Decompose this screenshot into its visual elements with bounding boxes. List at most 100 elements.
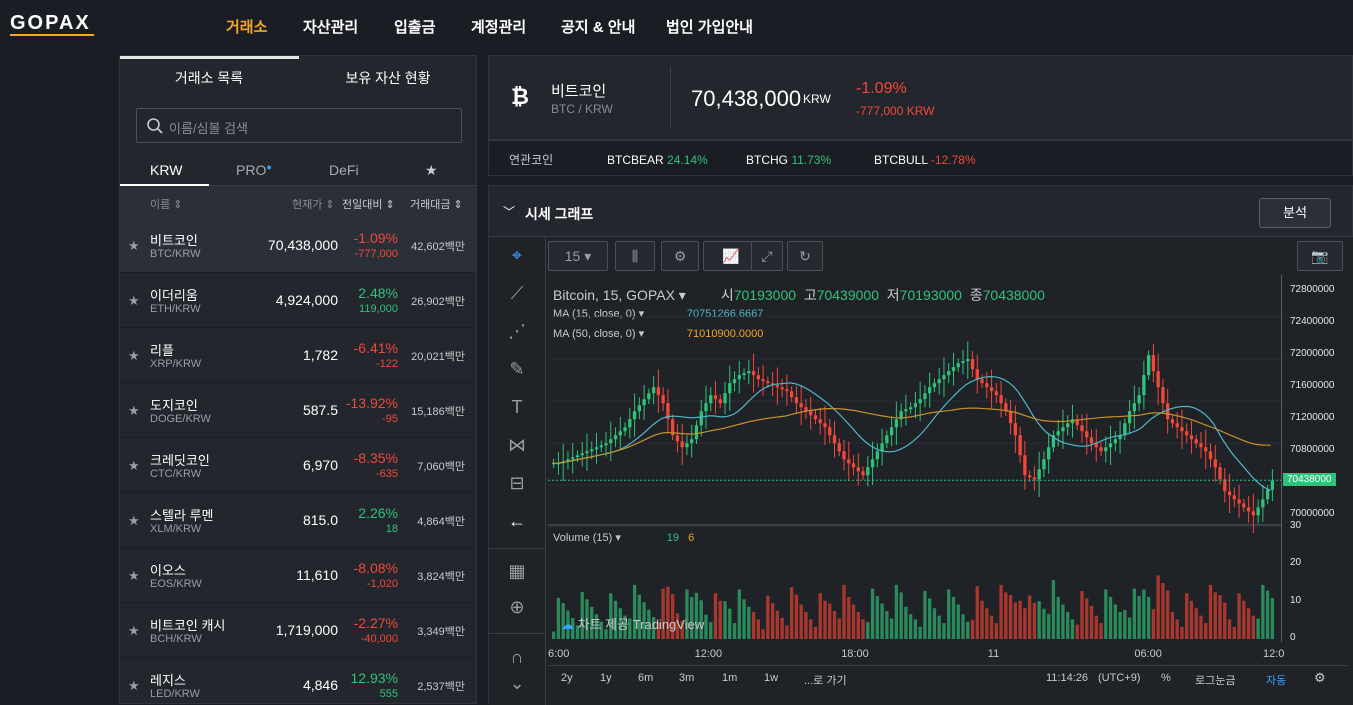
market-row[interactable]: ★ 도지코인 DOGE/KRW 587.5 -13.92% -95 15,186백만	[120, 383, 476, 438]
trendline-icon[interactable]: ⟋	[510, 283, 524, 303]
related-btcbear[interactable]: BTCBEAR 24.14%	[607, 153, 708, 167]
nav-notice[interactable]: 공지 & 안내	[561, 19, 636, 36]
candle	[632, 411, 637, 420]
star-icon[interactable]: ★	[128, 403, 140, 418]
camera-icon[interactable]: 📷	[1297, 241, 1343, 271]
candle	[642, 399, 646, 406]
star-icon[interactable]: ★	[128, 458, 140, 473]
range-6m[interactable]: 6m	[638, 672, 654, 684]
symbol-legend[interactable]: Bitcoin, 15, GOPAX	[553, 287, 675, 303]
candle	[623, 427, 627, 432]
volume-bar	[1085, 598, 1089, 639]
price-tick: 72000000	[1290, 348, 1335, 360]
ma50-legend[interactable]: MA (50, close, 0) ▾ 71010900.0000	[553, 328, 764, 340]
volume-legend[interactable]: Volume (15) ▾ 19 6	[553, 532, 695, 544]
range-2y[interactable]: 2y	[561, 672, 573, 684]
text-icon[interactable]: T	[511, 397, 523, 417]
volume-bar	[970, 619, 975, 639]
star-icon[interactable]: ★	[128, 348, 140, 363]
tab-market-list[interactable]: 거래소 목록	[174, 70, 244, 86]
subtab-krw[interactable]: KRW	[150, 162, 183, 178]
gear-icon[interactable]: ⚙	[1314, 670, 1326, 685]
nav-deposit-withdraw[interactable]: 입출금	[394, 19, 436, 36]
nav-exchange[interactable]: 거래소	[226, 19, 268, 36]
star-icon[interactable]: ★	[128, 238, 140, 253]
watermark-text: 차트 제공 TradingView	[577, 617, 705, 632]
subtab-pro[interactable]: PRO●	[236, 162, 272, 178]
auto-toggle[interactable]: 자동	[1266, 675, 1287, 687]
header-volume[interactable]: 거래대금 ⇕	[410, 199, 463, 211]
refresh-icon[interactable]: ↻	[787, 241, 823, 271]
volume-bar	[590, 606, 594, 639]
price-axis[interactable]: 72800000 72400000 72000000 71600000 71200000…	[1281, 275, 1345, 643]
brush-icon[interactable]: ✎	[509, 359, 525, 379]
market-row[interactable]: ★ 크레딧코인 CTC/KRW 6,970 -8.35% -635 7,060백만	[120, 438, 476, 493]
range-1w[interactable]: 1w	[764, 672, 779, 684]
candle	[1070, 419, 1075, 424]
crosshair-icon[interactable]: ⌖	[511, 245, 523, 265]
market-row[interactable]: ★ 리플 XRP/KRW 1,782 -6.41% -122 20,021백만	[120, 328, 476, 383]
indicators-icon[interactable]: 📈	[703, 241, 759, 271]
volume-bar	[1004, 592, 1008, 639]
gear-icon[interactable]: ⚙	[661, 241, 699, 271]
favorites-star-icon[interactable]: ★	[425, 162, 438, 178]
candle	[942, 375, 946, 380]
market-row[interactable]: ★ 레지스 LED/KRW 4,846 12.93% 555 2,537백만	[120, 658, 476, 703]
header-price[interactable]: 현재가 ⇕	[292, 199, 335, 211]
magnet-icon[interactable]: ∩	[510, 647, 524, 667]
candle	[904, 409, 908, 412]
header-name[interactable]: 이름 ⇕	[150, 199, 183, 211]
volume-bar	[966, 621, 970, 639]
related-name: BTCHG	[746, 153, 788, 167]
market-row[interactable]: ★ 비트코인 BTC/KRW 70,438,000 -1.09% -777,000 42,6…	[120, 218, 476, 273]
volume-bar	[908, 614, 913, 639]
goto-date[interactable]: ...로 가기	[804, 675, 847, 687]
chevron-down-icon[interactable]: ⌄	[509, 673, 525, 693]
pattern-icon[interactable]: ⋈	[508, 435, 526, 455]
volume-bar	[609, 593, 613, 639]
fib-icon[interactable]: ⋰	[508, 321, 526, 341]
header-change[interactable]: 전일대비 ⇕	[342, 199, 395, 211]
market-row[interactable]: ★ 비트코인 캐시 BCH/KRW 1,719,000 -2.27% -40,000 3,3…	[120, 603, 476, 658]
chevron-down-icon[interactable]: ﹀	[503, 205, 516, 219]
range-3m[interactable]: 3m	[679, 672, 695, 684]
search-input[interactable]: 이름/심볼 검색	[136, 108, 462, 143]
star-icon[interactable]: ★	[128, 513, 140, 528]
nav-assets[interactable]: 자산관리	[303, 19, 359, 36]
star-icon[interactable]: ★	[128, 678, 140, 693]
range-1y[interactable]: 1y	[600, 672, 612, 684]
candlestick-chart[interactable]	[548, 275, 1281, 642]
gopax-logo[interactable]: GOPAX	[10, 12, 91, 34]
star-icon[interactable]: ★	[128, 623, 140, 638]
candle	[1066, 423, 1070, 428]
candles-icon[interactable]: ⫼	[615, 241, 655, 271]
related-btcbull[interactable]: BTCBULL -12.78%	[874, 153, 976, 167]
volume-bar	[1066, 611, 1070, 639]
star-icon[interactable]: ★	[128, 568, 140, 583]
subtab-defi[interactable]: DeFi	[329, 162, 359, 178]
time-axis[interactable]: 6:00 12:00 18:00 11 06:00 12:0	[548, 642, 1338, 666]
tab-holdings[interactable]: 보유 자산 현황	[345, 70, 431, 86]
coin-price: 6,970	[302, 457, 338, 473]
analysis-button[interactable]: 분석	[1259, 198, 1331, 228]
range-1m[interactable]: 1m	[722, 672, 738, 684]
volume-bar	[913, 619, 918, 639]
market-row[interactable]: ★ 이더리움 ETH/KRW 4,924,000 2.48% 119,000 26,902백…	[120, 273, 476, 328]
ruler-icon[interactable]: ▦	[508, 561, 526, 581]
market-row[interactable]: ★ 이오스 EOS/KRW 11,610 -8.08% -1,020 3,824백만	[120, 548, 476, 603]
related-btchg[interactable]: BTCHG 11.73%	[746, 153, 831, 167]
nav-account[interactable]: 계정관리	[471, 19, 527, 36]
timezone[interactable]: (UTC+9)	[1098, 672, 1141, 684]
star-icon[interactable]: ★	[128, 293, 140, 308]
candle	[1108, 443, 1113, 448]
zoom-in-icon[interactable]: ⊕	[509, 597, 525, 617]
percent-toggle[interactable]: %	[1161, 672, 1171, 684]
interval-select[interactable]: 15 ▾	[548, 241, 608, 271]
back-arrow-icon[interactable]: ←	[508, 511, 526, 531]
measure-icon[interactable]: ⊟	[509, 473, 525, 493]
nav-corporate[interactable]: 법인 가입안내	[666, 19, 753, 36]
candle	[747, 371, 751, 374]
market-row[interactable]: ★ 스텔라 루멘 XLM/KRW 815.0 2.26% 18 4,864백만	[120, 493, 476, 548]
fullscreen-icon[interactable]: ⤢	[751, 241, 783, 271]
log-toggle[interactable]: 로그눈금	[1195, 675, 1236, 687]
